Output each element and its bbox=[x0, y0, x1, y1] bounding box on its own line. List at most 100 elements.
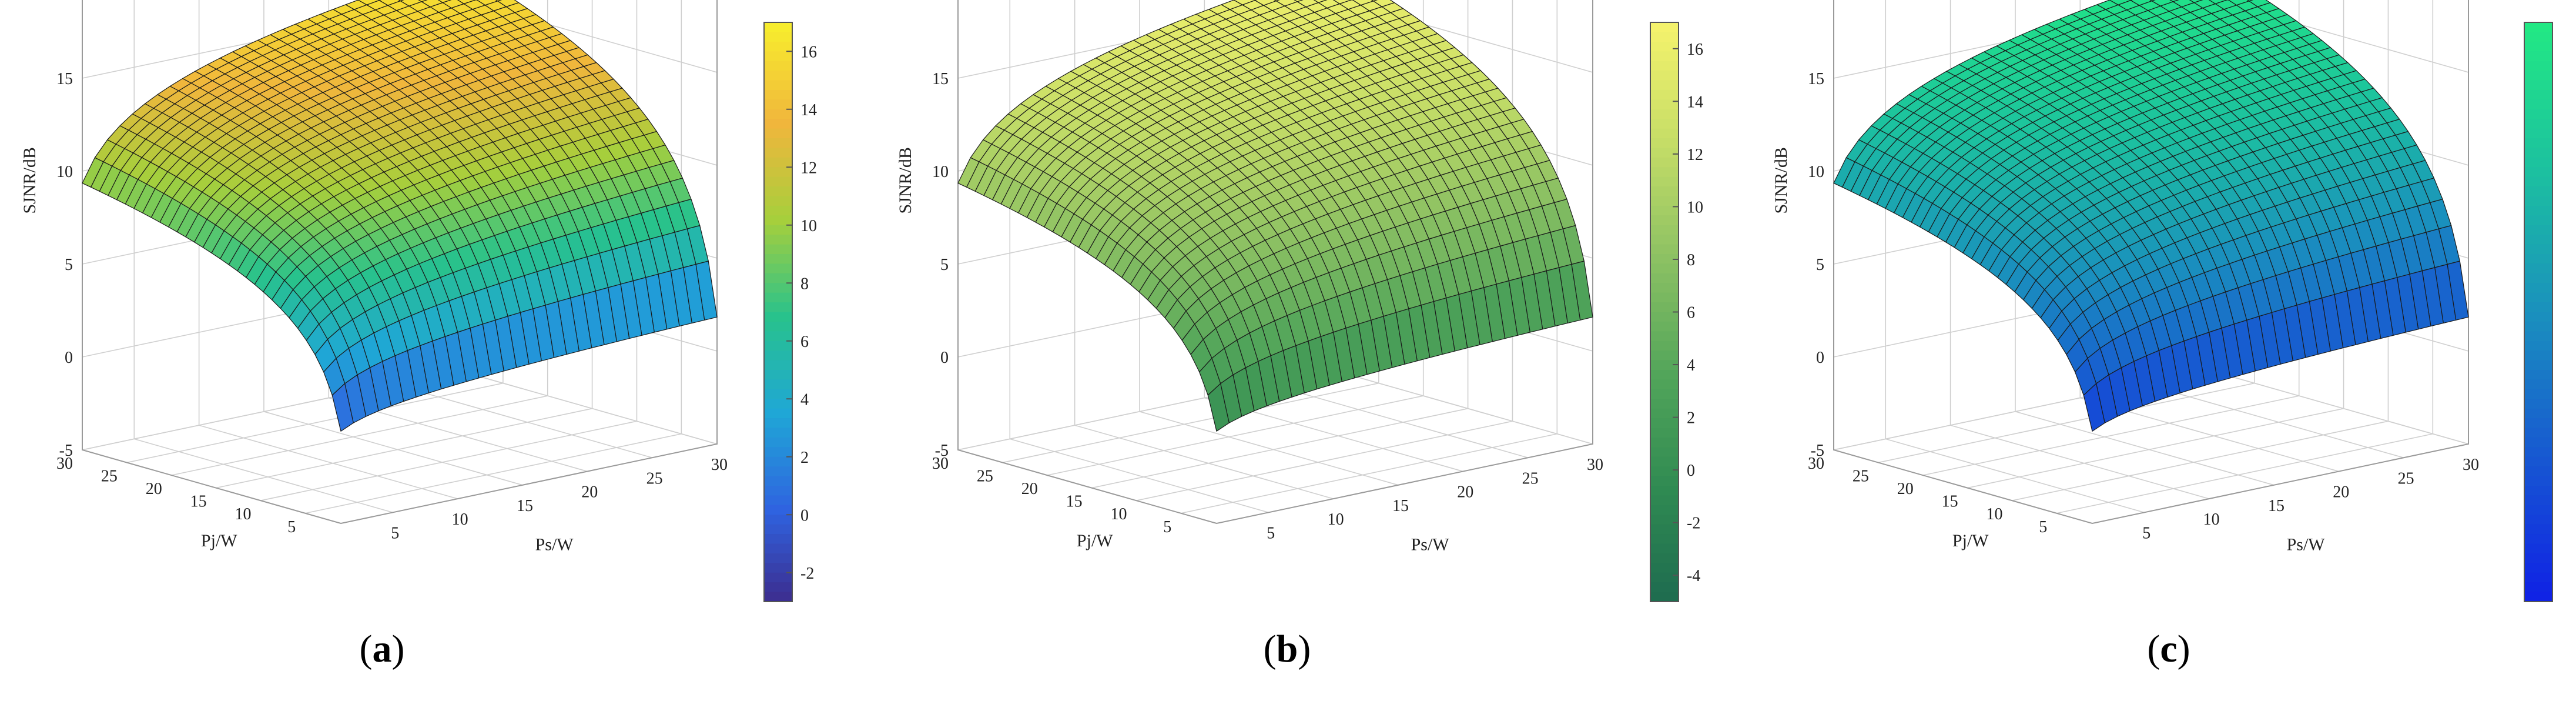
axes-box bbox=[82, 0, 718, 525]
colorbar-segment bbox=[1650, 71, 1679, 81]
caption-paren-close: ) bbox=[2178, 627, 2190, 670]
colorbar-segment bbox=[2524, 543, 2552, 554]
colorbar-segment bbox=[2524, 273, 2552, 284]
colorbar-segment bbox=[764, 418, 792, 429]
colorbar-tick-label: 4 bbox=[800, 390, 809, 409]
x-tick-label: 10 bbox=[1328, 510, 1344, 529]
colorbar-segment bbox=[1650, 592, 1679, 602]
colorbar-segment bbox=[1650, 196, 1679, 206]
colorbar-segment bbox=[1650, 476, 1679, 486]
colorbar-segment bbox=[1650, 235, 1679, 245]
grid-line bbox=[393, 383, 652, 459]
colorbar-tick-label: -2 bbox=[1687, 515, 1700, 533]
z-tick-label: 15 bbox=[56, 70, 73, 88]
colorbar-segment bbox=[764, 572, 792, 583]
y-tick-label: 25 bbox=[1853, 468, 1869, 486]
colorbar-tick-label: 12 bbox=[800, 159, 817, 177]
colorbar-segment bbox=[2524, 32, 2552, 42]
colorbar-segment bbox=[1650, 572, 1679, 583]
x-tick-label: 10 bbox=[2203, 510, 2220, 529]
colorbar-segment bbox=[2524, 109, 2552, 120]
z-tick-label: 10 bbox=[1808, 163, 1824, 181]
y-tick-label: 10 bbox=[235, 505, 251, 523]
colorbar-segment bbox=[1650, 22, 1679, 33]
colorbar-segment bbox=[2524, 389, 2552, 400]
colorbar-segment bbox=[764, 389, 792, 400]
colorbar-segment bbox=[1650, 244, 1679, 255]
colorbar-segment bbox=[1650, 389, 1679, 400]
colorbar-segment bbox=[764, 515, 792, 525]
caption-paren-open: ( bbox=[360, 627, 373, 670]
colorbar-segment bbox=[2524, 428, 2552, 438]
grid-line bbox=[1181, 433, 1557, 514]
colorbar-segment bbox=[764, 263, 792, 274]
colorbar-frame bbox=[2524, 22, 2553, 602]
grid-line bbox=[2015, 411, 2274, 486]
colorbar-tick-label: -2 bbox=[800, 565, 814, 583]
y-tick-label: 20 bbox=[1021, 480, 1038, 498]
axes-box bbox=[957, 0, 1593, 525]
colorbar-segment bbox=[764, 428, 792, 438]
grid-line bbox=[305, 433, 682, 514]
x-tick-label: 20 bbox=[2333, 483, 2349, 502]
x-axis-label: Ps/W bbox=[1411, 535, 1450, 555]
colorbar-segment bbox=[764, 235, 792, 245]
colorbar-segment bbox=[764, 61, 792, 72]
colorbar-segment bbox=[2524, 51, 2552, 62]
grid-line bbox=[1139, 411, 1399, 486]
colorbar-segment bbox=[1650, 205, 1679, 216]
colorbar-segment bbox=[764, 283, 792, 293]
colorbar-segment bbox=[764, 321, 792, 332]
colorbar-segment bbox=[2524, 486, 2552, 496]
colorbar-segment bbox=[2524, 370, 2552, 380]
colorbar-segment bbox=[764, 447, 792, 458]
colorbar-segment bbox=[1650, 534, 1679, 545]
z-axis-label: SJNR/dB bbox=[1771, 147, 1791, 213]
colorbar-segment bbox=[764, 331, 792, 342]
colorbar-segment bbox=[2524, 119, 2552, 129]
colorbar-segment bbox=[2524, 225, 2552, 236]
colorbar-segment bbox=[2524, 254, 2552, 265]
colorbar-segment bbox=[1650, 331, 1679, 342]
surface-patch bbox=[2083, 383, 2105, 432]
colorbar-segment bbox=[1650, 447, 1679, 458]
x-tick-label: 15 bbox=[517, 497, 533, 515]
colorbar-segment bbox=[2524, 341, 2552, 352]
colorbar-segment bbox=[2524, 302, 2552, 313]
colorbar-segment bbox=[1650, 148, 1679, 158]
surface-patch bbox=[331, 383, 354, 432]
colorbar-segment bbox=[2524, 553, 2552, 564]
y-tick-label: 15 bbox=[1066, 493, 1083, 511]
x-tick-label: 30 bbox=[1587, 456, 1603, 474]
grid-line bbox=[260, 420, 637, 501]
colorbar bbox=[2524, 22, 2553, 602]
colorbar-segment bbox=[764, 456, 792, 468]
grid-line bbox=[216, 408, 592, 489]
panel-caption: (a) bbox=[360, 627, 405, 670]
grid-line bbox=[458, 370, 718, 445]
tick-labels: -5051015205101520253051015202530 bbox=[56, 70, 728, 542]
z-tick-label: 0 bbox=[1816, 349, 1824, 367]
colorbar-segment bbox=[764, 244, 792, 255]
colorbar-segment bbox=[1650, 321, 1679, 332]
z-tick-label: 10 bbox=[932, 163, 949, 181]
colorbar-segment bbox=[2524, 196, 2552, 206]
colorbar-segment bbox=[1650, 99, 1679, 110]
z-tick-label: 0 bbox=[940, 349, 949, 367]
colorbar-segment bbox=[764, 563, 792, 573]
y-tick-label: 30 bbox=[1808, 455, 1824, 473]
colorbar-segment bbox=[2524, 418, 2552, 429]
x-tick-label: 10 bbox=[452, 510, 468, 529]
colorbar-segment bbox=[764, 32, 792, 42]
colorbar-segment bbox=[2524, 148, 2552, 158]
surface-plot-a: -5051015205101520253051015202530SJNR/dBP… bbox=[20, 0, 728, 555]
grid-line bbox=[1922, 395, 2299, 476]
y-tick-label: 5 bbox=[1163, 518, 1171, 536]
surface-patch bbox=[1207, 383, 1230, 432]
z-tick-label: 5 bbox=[1816, 256, 1824, 274]
colorbar-segment bbox=[2524, 582, 2552, 593]
colorbar-segment bbox=[1650, 428, 1679, 438]
colorbar-segment bbox=[1650, 302, 1679, 313]
colorbar-segment bbox=[764, 80, 792, 91]
